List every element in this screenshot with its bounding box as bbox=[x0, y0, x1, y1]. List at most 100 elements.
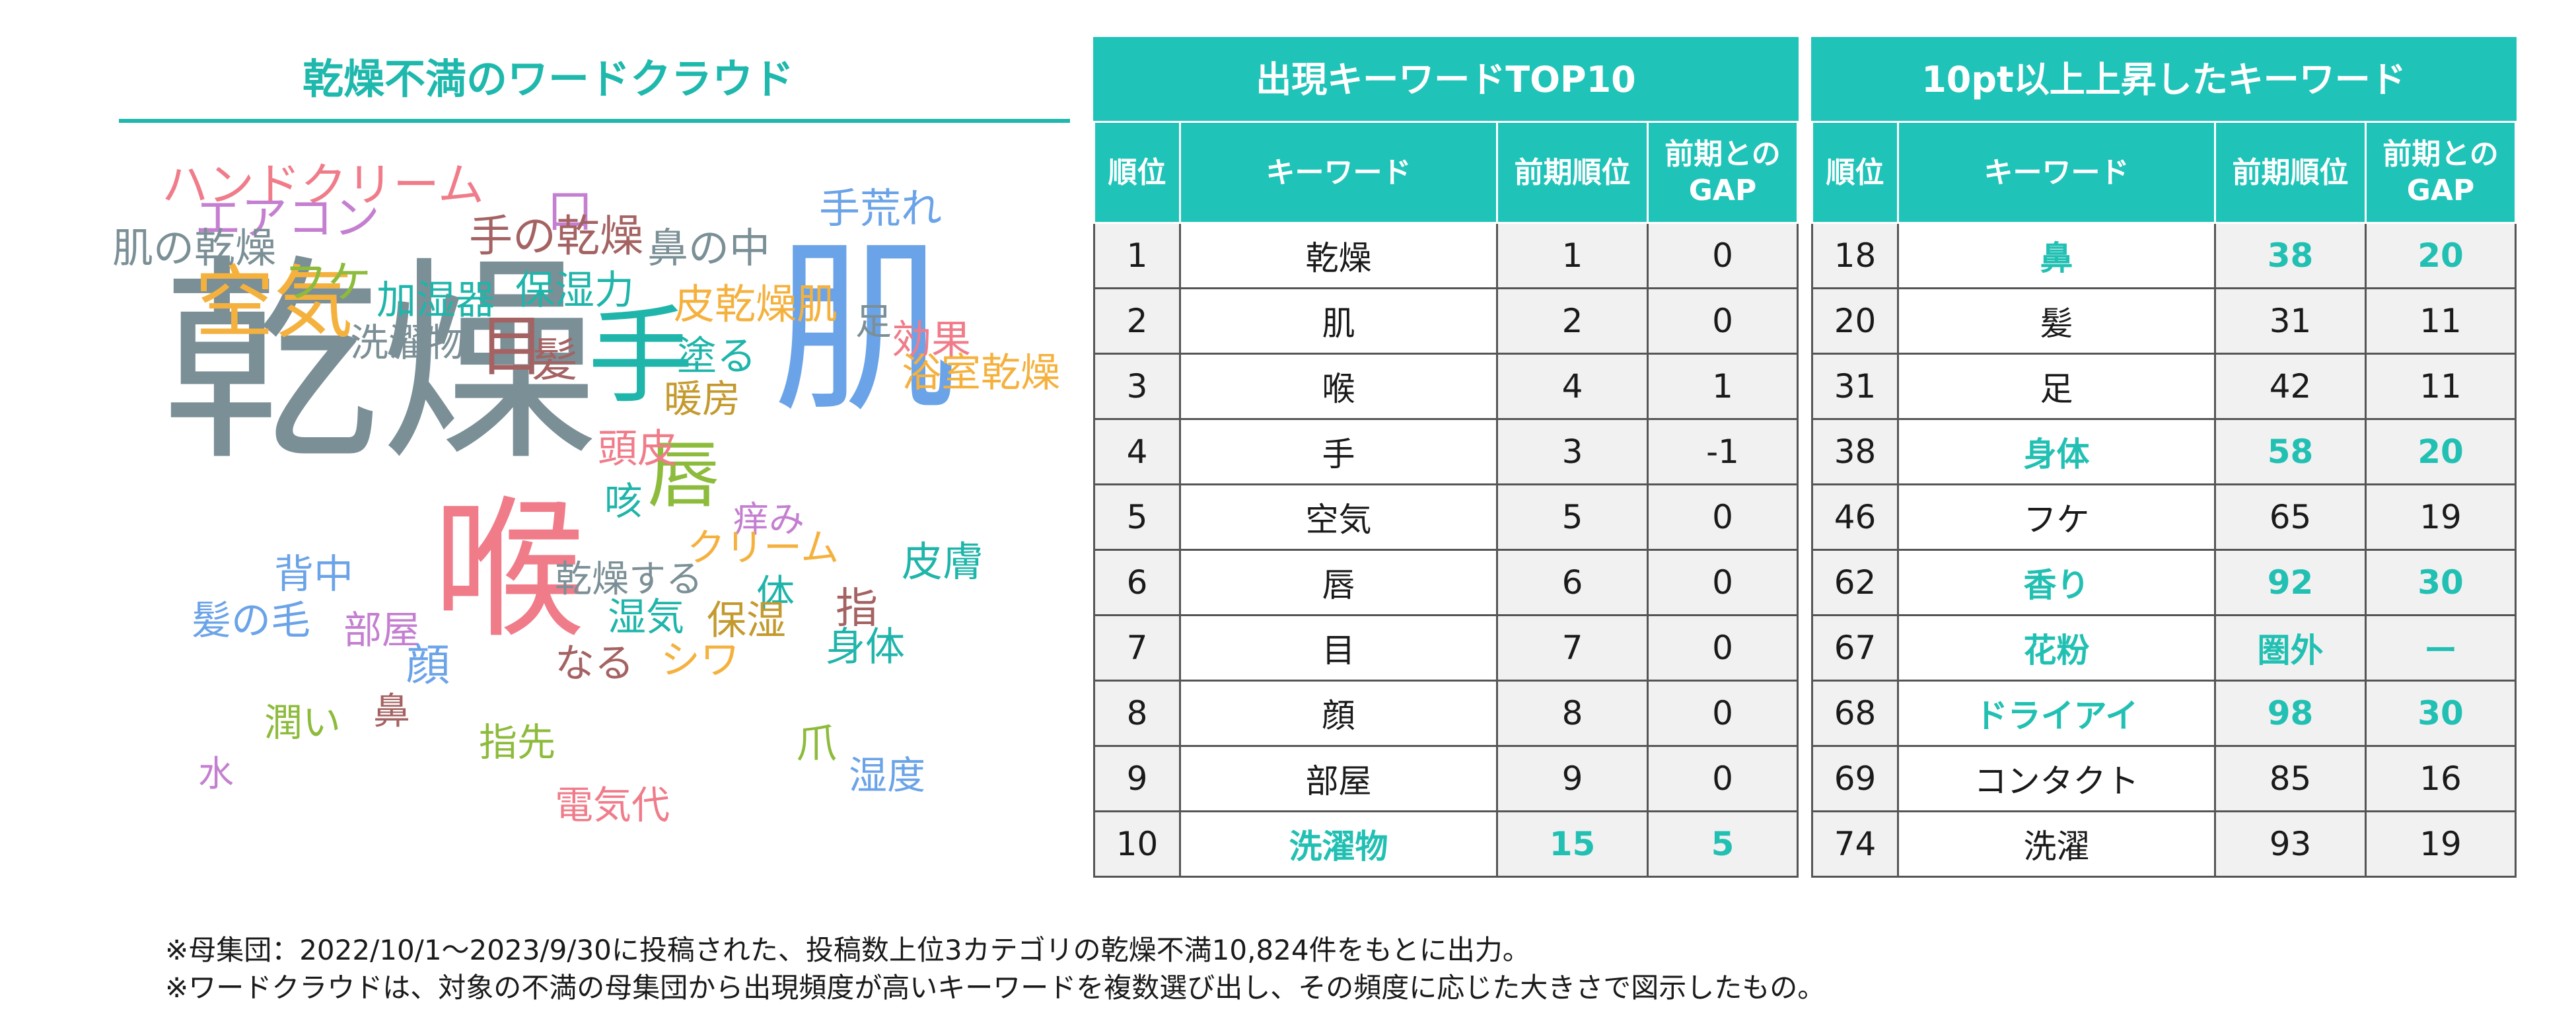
keyword-cell: 洗濯 bbox=[1897, 810, 2216, 878]
prev-rank-cell: 93 bbox=[2214, 810, 2367, 878]
rank-cell: 6 bbox=[1093, 549, 1181, 616]
cloud-word: 肌の乾燥 bbox=[112, 224, 277, 272]
table-row: 46 フケ 65 19 bbox=[1811, 483, 2517, 551]
prev-rank-cell: 5 bbox=[1496, 483, 1649, 551]
gap-cell: -1 bbox=[1647, 418, 1799, 485]
header-gap: 前期との GAP bbox=[1647, 121, 1799, 224]
table-row: 68 ドライアイ 98 30 bbox=[1811, 680, 2517, 747]
gap-cell: 11 bbox=[2365, 287, 2517, 355]
cloud-word: 湿度 bbox=[849, 753, 926, 798]
rank-cell: 68 bbox=[1811, 680, 1899, 747]
cloud-word: 頭皮 bbox=[598, 426, 677, 472]
title-underline bbox=[119, 119, 1070, 123]
prev-rank-cell: 1 bbox=[1496, 222, 1649, 289]
wordcloud-title: 乾燥不満のワードクラウド bbox=[302, 55, 794, 103]
table-row: 62 香り 92 30 bbox=[1811, 549, 2517, 616]
prev-rank-cell: 15 bbox=[1496, 810, 1649, 878]
cloud-word: ハンドクリーム bbox=[162, 158, 484, 212]
keyword-cell: 部屋 bbox=[1179, 745, 1498, 812]
rank-cell: 38 bbox=[1811, 418, 1899, 485]
keyword-cell: 顔 bbox=[1179, 680, 1498, 747]
rank-cell: 62 bbox=[1811, 549, 1899, 616]
cloud-word: 鼻 bbox=[373, 690, 410, 733]
top10-table: 出現キーワードTOP10 順位 キーワード 前期順位 前期との GAP 1 乾燥 1 0… bbox=[1093, 37, 1799, 878]
rank-cell: 1 bbox=[1093, 222, 1181, 289]
rank-cell: 8 bbox=[1093, 680, 1181, 747]
cloud-word: 指先 bbox=[479, 720, 556, 765]
cloud-word: 暖房 bbox=[664, 376, 741, 421]
gap-cell: 11 bbox=[2365, 353, 2517, 420]
rank-cell: 18 bbox=[1811, 222, 1899, 289]
prev-rank-cell: 42 bbox=[2214, 353, 2367, 420]
prev-rank-cell: 58 bbox=[2214, 418, 2367, 485]
cloud-word: 洗濯物 bbox=[350, 320, 466, 365]
keyword-cell: 肌 bbox=[1179, 287, 1498, 355]
cloud-word: 足 bbox=[855, 300, 892, 343]
rank-cell: 46 bbox=[1811, 483, 1899, 551]
prev-rank-cell: 3 bbox=[1496, 418, 1649, 485]
table-row: 18 鼻 38 20 bbox=[1811, 222, 2517, 289]
cloud-word: 目 bbox=[479, 308, 545, 385]
keyword-cell: 乾燥 bbox=[1179, 222, 1498, 289]
gap-cell: 0 bbox=[1647, 287, 1799, 355]
table-row: 10 洗濯物 15 5 bbox=[1093, 810, 1799, 878]
rank-cell: 69 bbox=[1811, 745, 1899, 812]
cloud-word: 顔 bbox=[406, 640, 450, 691]
keyword-cell: コンタクト bbox=[1897, 745, 2216, 812]
rising-title: 10pt以上上昇したキーワード bbox=[1811, 37, 2517, 121]
gap-cell: 19 bbox=[2365, 483, 2517, 551]
cloud-word: 背中 bbox=[274, 551, 353, 598]
prev-rank-cell: 2 bbox=[1496, 287, 1649, 355]
keyword-cell: 洗濯物 bbox=[1179, 810, 1498, 878]
cloud-word: 咳 bbox=[604, 479, 643, 524]
gap-cell: 0 bbox=[1647, 614, 1799, 682]
rising-table: 10pt以上上昇したキーワード 順位 キーワード 前期順位 前期との GAP 18… bbox=[1811, 37, 2517, 878]
cloud-word: シワ bbox=[661, 637, 740, 684]
cloud-word: 手 bbox=[588, 295, 694, 418]
gap-cell: 5 bbox=[1647, 810, 1799, 878]
gap-cell: 0 bbox=[1647, 222, 1799, 289]
cloud-word: 鼻の中 bbox=[647, 224, 771, 272]
keyword-cell: 髪 bbox=[1897, 287, 2216, 355]
cloud-word: クリーム bbox=[687, 525, 840, 570]
header-gap: 前期との GAP bbox=[2365, 121, 2517, 224]
prev-rank-cell: 92 bbox=[2214, 549, 2367, 616]
rank-cell: 67 bbox=[1811, 614, 1899, 682]
table-row: 20 髪 31 11 bbox=[1811, 287, 2517, 355]
cloud-word: 潤い bbox=[264, 700, 341, 745]
header-keyword: キーワード bbox=[1897, 121, 2216, 224]
cloud-word: 手の乾燥 bbox=[469, 211, 643, 262]
prev-rank-cell: 6 bbox=[1496, 549, 1649, 616]
gap-cell: 20 bbox=[2365, 418, 2517, 485]
cloud-word: 喉 bbox=[433, 483, 585, 659]
gap-cell: 30 bbox=[2365, 549, 2517, 616]
cloud-word: 効果 bbox=[892, 317, 971, 363]
header-prev-rank: 前期順位 bbox=[1496, 121, 1649, 224]
table-row: 69 コンタクト 85 16 bbox=[1811, 745, 2517, 812]
cloud-word: 保湿力 bbox=[515, 267, 634, 314]
cloud-word: 手荒れ bbox=[819, 184, 943, 232]
rank-cell: 7 bbox=[1093, 614, 1181, 682]
cloud-word: 痒み bbox=[733, 499, 805, 540]
cloud-word: 体 bbox=[756, 571, 795, 616]
gap-cell: 20 bbox=[2365, 222, 2517, 289]
footnote-population: ※母集団：2022/10/1～2023/9/30に投稿された、投稿数上位3カテゴ… bbox=[165, 934, 1530, 966]
keyword-cell: フケ bbox=[1897, 483, 2216, 551]
cloud-word: 保湿 bbox=[707, 598, 786, 644]
rank-cell: 2 bbox=[1093, 287, 1181, 355]
cloud-word: 乾燥する bbox=[555, 558, 703, 601]
top10-title: 出現キーワードTOP10 bbox=[1093, 37, 1799, 121]
rank-cell: 3 bbox=[1093, 353, 1181, 420]
table-row: 9 部屋 9 0 bbox=[1093, 745, 1799, 812]
prev-rank-cell: 38 bbox=[2214, 222, 2367, 289]
prev-rank-cell: 4 bbox=[1496, 353, 1649, 420]
footnote-wordcloud: ※ワードクラウドは、対象の不満の母集団から出現頻度が高いキーワードを複数選び出し… bbox=[165, 971, 1826, 1004]
keyword-cell: 目 bbox=[1179, 614, 1498, 682]
prev-rank-cell: 圏外 bbox=[2214, 614, 2367, 682]
table-row: 1 乾燥 1 0 bbox=[1093, 222, 1799, 289]
gap-cell: 16 bbox=[2365, 745, 2517, 812]
gap-cell: ー bbox=[2365, 614, 2517, 682]
